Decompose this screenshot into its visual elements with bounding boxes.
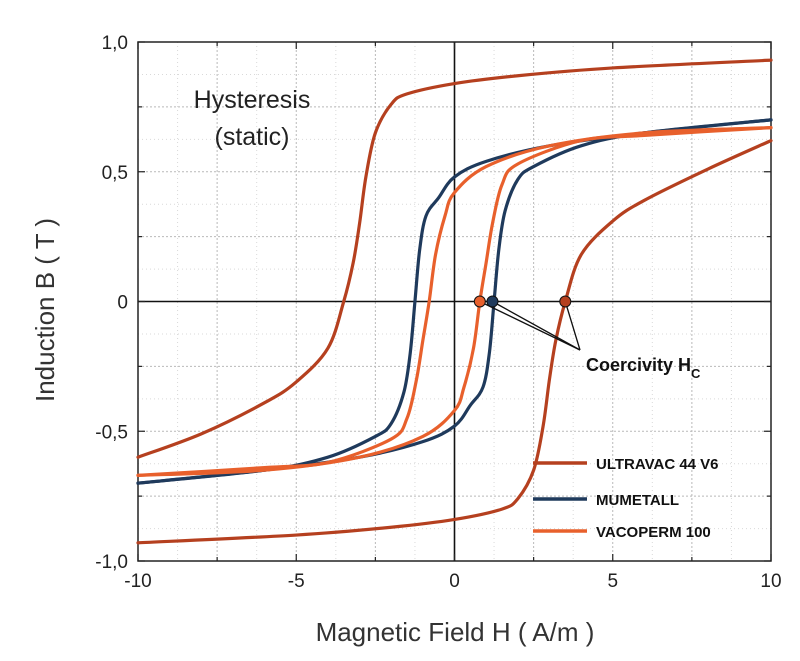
tick-marks [137,41,772,562]
coercivity-point [486,295,499,308]
legend: ULTRAVAC 44 V6 MUMETALL VACOPERM 100 [533,456,719,541]
coercivity-markers [473,295,581,351]
x-tick-label: 0 [449,571,460,592]
y-axis-title: Induction B ( T ) [30,218,60,402]
x-tick-label: -10 [124,571,151,592]
coercivity-leader-line [479,300,581,351]
x-axis-title: Magnetic Field H ( A/m ) [316,617,595,647]
y-tick-label: -1,0 [95,552,128,573]
coercivity-point [559,295,572,308]
legend-label: VACOPERM 100 [596,524,711,541]
y-tick-label: 0,5 [102,163,128,184]
coercivity-label-sub: C [691,366,701,381]
y-tick-label: 0 [117,293,128,314]
zero-axes [138,42,771,561]
coercivity-leader-line [492,300,581,351]
coercivity-leader-line [564,301,581,351]
x-tick-label: 5 [607,571,618,592]
annotation-title-line1: Hysteresis [194,86,311,114]
y-tick-label: -0,5 [95,422,128,443]
coercivity-label: Coercivity HC [586,355,701,381]
x-tick-label: 10 [760,571,781,592]
series-ultravac-44-v6-lower-branch [136,139,773,545]
tick-labels: -10 -5 0 5 10 -1,0 -0,5 0 0,5 1,0 [95,33,781,592]
series-ultravac-44-v6-upper-branch [136,58,773,459]
y-tick-label: 1,0 [102,33,128,54]
coercivity-point [473,295,486,308]
annotation-title-line2: (static) [215,123,290,151]
legend-label: ULTRAVAC 44 V6 [596,456,719,473]
coercivity-label-main: Coercivity H [586,355,691,375]
x-tick-label: -5 [288,571,305,592]
legend-label: MUMETALL [596,492,679,509]
